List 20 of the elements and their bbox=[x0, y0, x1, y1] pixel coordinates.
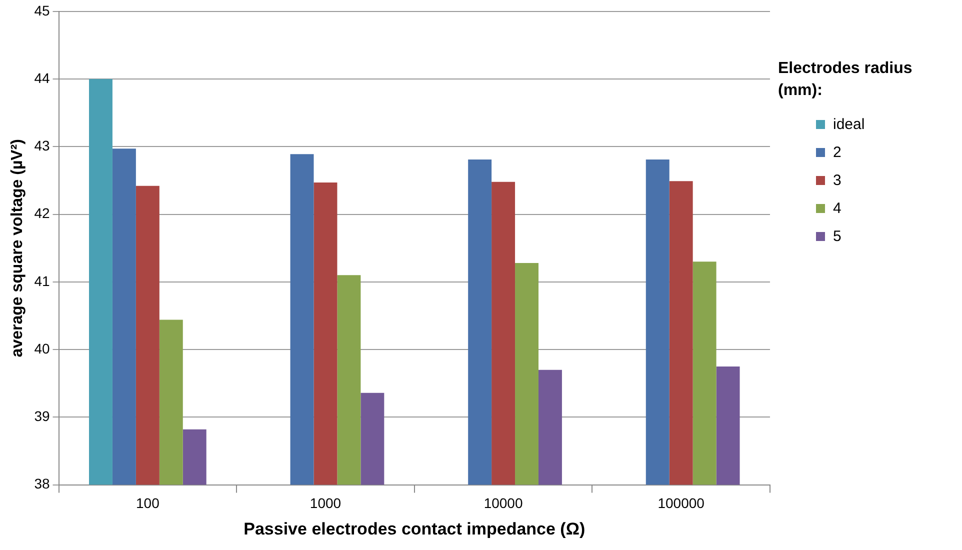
y-tick-label: 40 bbox=[34, 340, 50, 356]
legend-label: 2 bbox=[833, 144, 842, 160]
y-tick-label: 44 bbox=[34, 70, 50, 86]
y-tick-label: 39 bbox=[34, 408, 50, 424]
legend-label: 4 bbox=[833, 200, 842, 216]
y-tick-label: 41 bbox=[34, 272, 50, 289]
y-axis-title: average square voltage (µV²) bbox=[9, 139, 26, 358]
legend-label: 3 bbox=[833, 172, 842, 188]
x-tick-label: 1000 bbox=[310, 495, 342, 512]
y-tick-label: 38 bbox=[34, 476, 50, 492]
legend-label: ideal bbox=[833, 116, 865, 132]
y-tick-label: 42 bbox=[34, 205, 50, 222]
x-tick-label: 100 bbox=[136, 495, 160, 512]
y-tick-label: 43 bbox=[34, 138, 50, 154]
y-tick-label: 45 bbox=[34, 2, 50, 18]
x-axis-title: Passive electrodes contact impedance (Ω) bbox=[244, 519, 586, 538]
x-tick-label: 100000 bbox=[658, 495, 705, 512]
x-tick-label: 10000 bbox=[484, 495, 523, 512]
legend-label: 5 bbox=[833, 228, 842, 244]
legend-title: Electrodes radius (mm): bbox=[778, 59, 914, 101]
